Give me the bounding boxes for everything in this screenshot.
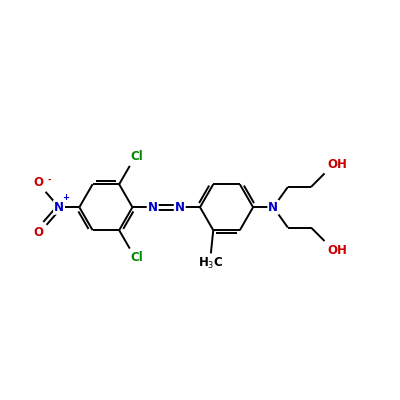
Text: -: -: [47, 176, 51, 184]
Text: H$_3$C: H$_3$C: [198, 256, 224, 271]
Text: N: N: [54, 201, 64, 214]
Text: Cl: Cl: [131, 251, 144, 264]
Text: N: N: [268, 201, 278, 214]
Text: O: O: [33, 226, 43, 238]
Text: Cl: Cl: [131, 150, 144, 164]
Text: OH: OH: [327, 244, 347, 257]
Text: N: N: [148, 201, 158, 214]
Text: +: +: [62, 194, 69, 202]
Text: OH: OH: [327, 158, 347, 170]
Text: O: O: [33, 176, 43, 189]
Text: N: N: [175, 201, 185, 214]
